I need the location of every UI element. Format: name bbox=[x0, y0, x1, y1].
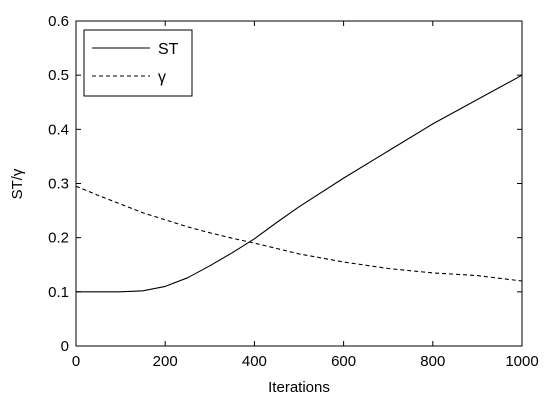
y-axis-label: ST/γ bbox=[9, 168, 26, 199]
legend-box bbox=[83, 29, 193, 97]
legend-label-st: ST bbox=[158, 41, 179, 58]
series-gamma-line bbox=[75, 185, 523, 282]
y-axis-ticks: 0 0.1 0.2 0.3 0.4 0.5 0.6 bbox=[48, 13, 522, 355]
x-tick-label: 0 bbox=[72, 353, 80, 370]
x-tick-label: 600 bbox=[331, 353, 356, 370]
y-tick-label: 0 bbox=[61, 338, 69, 355]
x-tick-label: 400 bbox=[242, 353, 267, 370]
series-st-line bbox=[76, 74, 523, 293]
y-tick-label: 0.4 bbox=[48, 121, 69, 138]
y-tick-label: 0.5 bbox=[48, 67, 69, 84]
y-tick-label: 0.6 bbox=[48, 13, 69, 30]
y-tick-label: 0.3 bbox=[48, 176, 69, 193]
legend: ST γ bbox=[83, 29, 193, 97]
y-tick-label: 0.2 bbox=[48, 230, 69, 247]
legend-label-gamma: γ bbox=[158, 69, 166, 86]
x-axis-ticks: 0 200 400 600 800 1000 bbox=[72, 21, 539, 370]
x-tick-label: 1000 bbox=[505, 353, 538, 370]
y-tick-label: 0.1 bbox=[48, 284, 69, 301]
series-layer bbox=[75, 74, 523, 293]
x-axis-label: Iterations bbox=[268, 379, 330, 396]
x-tick-label: 800 bbox=[420, 353, 445, 370]
x-tick-label: 200 bbox=[153, 353, 178, 370]
